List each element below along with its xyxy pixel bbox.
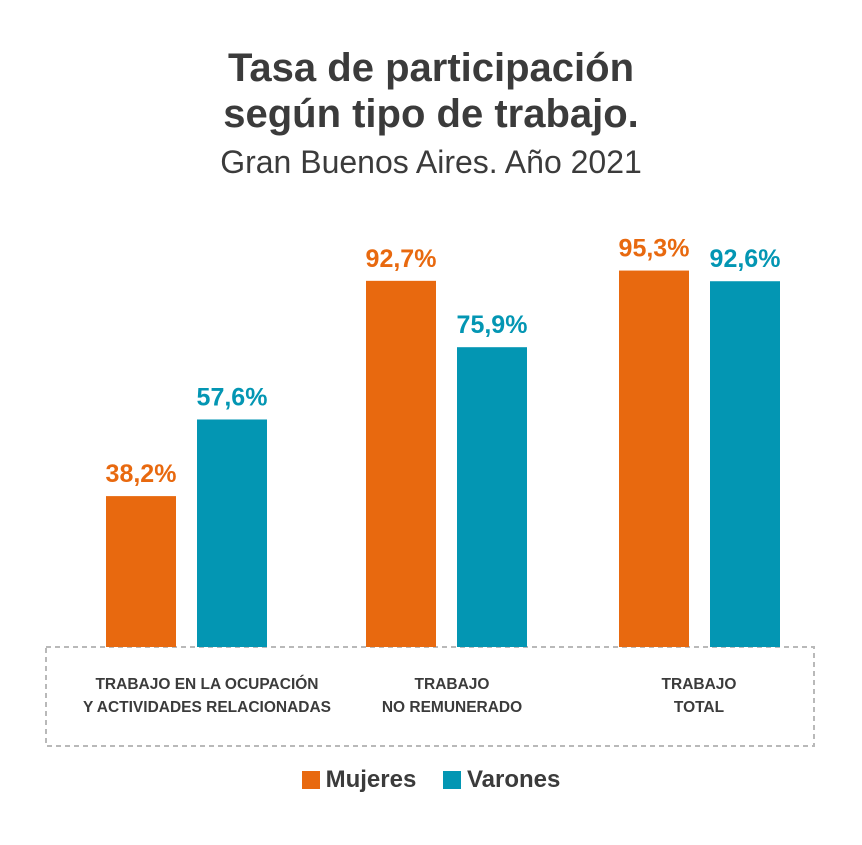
category-label-frame [45,646,815,747]
category-label-2: TRABAJO TOTAL [549,673,849,719]
data-label-mujeres-1: 92,7% [366,245,437,273]
bar-mujeres-1 [366,280,436,647]
bar-varones-1 [457,347,527,647]
bar-mujeres-2 [619,270,689,647]
bar-mujeres-0 [106,496,176,647]
data-label-varones-2: 92,6% [710,245,781,273]
bar-varones-2 [710,281,780,647]
legend-swatch-mujeres [301,771,320,789]
category-label-0: TRABAJO EN LA OCUPACIÓN Y ACTIVIDADES RE… [57,673,357,719]
legend-swatch-varones [442,771,461,789]
data-label-varones-0: 57,6% [197,383,268,411]
legend: Mujeres Varones [0,766,862,796]
chart-title-line-2: según tipo de trabajo. [223,92,639,136]
category-label-2-line-1: TRABAJO [661,676,737,693]
category-label-0-line-2: Y ACTIVIDADES RELACIONADAS [82,699,332,716]
chart-title-line-1: Tasa de participación [227,46,635,90]
category-label-1-line-1: TRABAJO [414,676,490,693]
value-labels-group: 38,2% 92,7% 95,3% 57,6% 75,9% 92,6% [106,235,781,489]
legend-label-varones: Varones [466,766,561,793]
category-label-1: TRABAJO NO REMUNERADO [302,673,602,719]
category-label-1-line-2: NO REMUNERADO [381,699,523,716]
bar-varones-0 [197,419,267,647]
legend-item-varones: Varones [442,766,561,794]
category-label-2-line-2: TOTAL [673,699,725,716]
data-label-varones-1: 75,9% [457,311,528,339]
chart-subtitle: Gran Buenos Aires. Año 2021 [220,144,642,180]
data-label-mujeres-0: 38,2% [106,460,177,488]
legend-label-mujeres: Mujeres [325,766,417,793]
data-label-mujeres-2: 95,3% [619,235,690,263]
legend-item-mujeres: Mujeres [301,766,417,794]
bars-group [106,270,780,647]
category-label-0-line-1: TRABAJO EN LA OCUPACIÓN [95,676,319,693]
